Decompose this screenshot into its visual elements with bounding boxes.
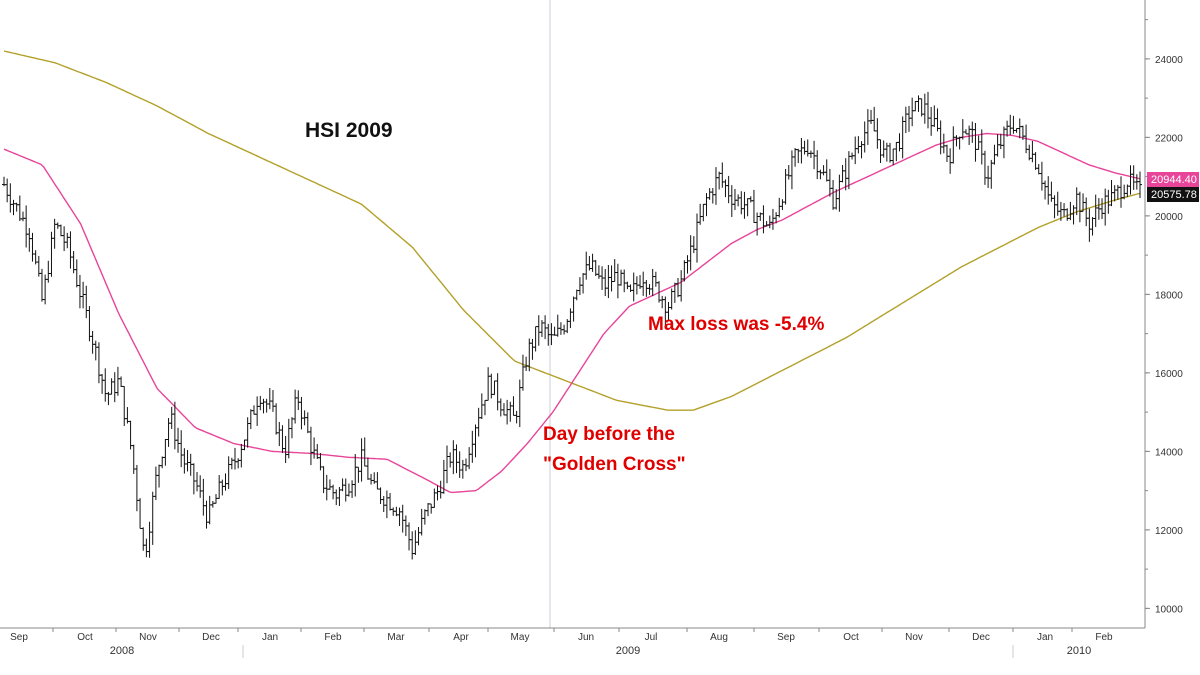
price-bars-layer — [2, 91, 1142, 560]
x-month-label: May — [511, 632, 530, 643]
y-tick-label: 16000 — [1155, 369, 1183, 380]
x-month-label: Aug — [710, 632, 728, 643]
x-month-label: Jan — [262, 632, 278, 643]
ohlc-bar — [1138, 171, 1142, 199]
annotation-golden-cross: "Golden Cross" — [543, 454, 686, 475]
ma50-line — [3, 132, 1141, 494]
y-tick-label: 10000 — [1155, 604, 1183, 615]
x-month-label: Dec — [202, 632, 220, 643]
x-month-label: Nov — [905, 632, 923, 643]
y-tick-label: 18000 — [1155, 290, 1183, 301]
x-month-label: Sep — [777, 632, 795, 643]
annotation-max-loss: Max loss was -5.4% — [648, 314, 824, 335]
x-month-label: Dec — [972, 632, 990, 643]
x-month-label: Jun — [578, 632, 594, 643]
price-last-value-badge: 20575.78 — [1147, 187, 1199, 202]
x-month-label: Feb — [1095, 632, 1113, 643]
ma50-last-value: 20944.40 — [1151, 174, 1197, 186]
x-year-label: 2010 — [1067, 645, 1091, 657]
x-month-label: Oct — [843, 632, 859, 643]
ma50-line-layer — [3, 132, 1141, 494]
x-month-label: Oct — [77, 632, 93, 643]
axis-layer: 10000 12000 14000 16000 18000 20000 22000 24000… — [0, 0, 1183, 658]
y-tick-label: 14000 — [1155, 447, 1183, 458]
x-month-label: Jul — [645, 632, 658, 643]
x-month-label: Sep — [10, 632, 28, 643]
x-year-label: 2008 — [110, 645, 134, 657]
y-tick-label: 20000 — [1155, 212, 1183, 223]
x-month-label: Mar — [387, 632, 405, 643]
x-month-label: Jan — [1037, 632, 1053, 643]
price-last-value: 20575.78 — [1151, 189, 1197, 201]
annotation-day-before: Day before the — [543, 424, 675, 445]
chart-title: HSI 2009 — [305, 119, 393, 142]
x-month-label: Nov — [139, 632, 157, 643]
y-tick-label: 24000 — [1155, 55, 1183, 66]
y-tick-label: 22000 — [1155, 133, 1183, 144]
x-month-label: Apr — [453, 632, 469, 643]
ma50-last-value-badge: 20944.40 — [1147, 172, 1199, 187]
x-month-label: Feb — [324, 632, 342, 643]
x-year-label: 2009 — [616, 645, 640, 657]
y-tick-label: 12000 — [1155, 526, 1183, 537]
